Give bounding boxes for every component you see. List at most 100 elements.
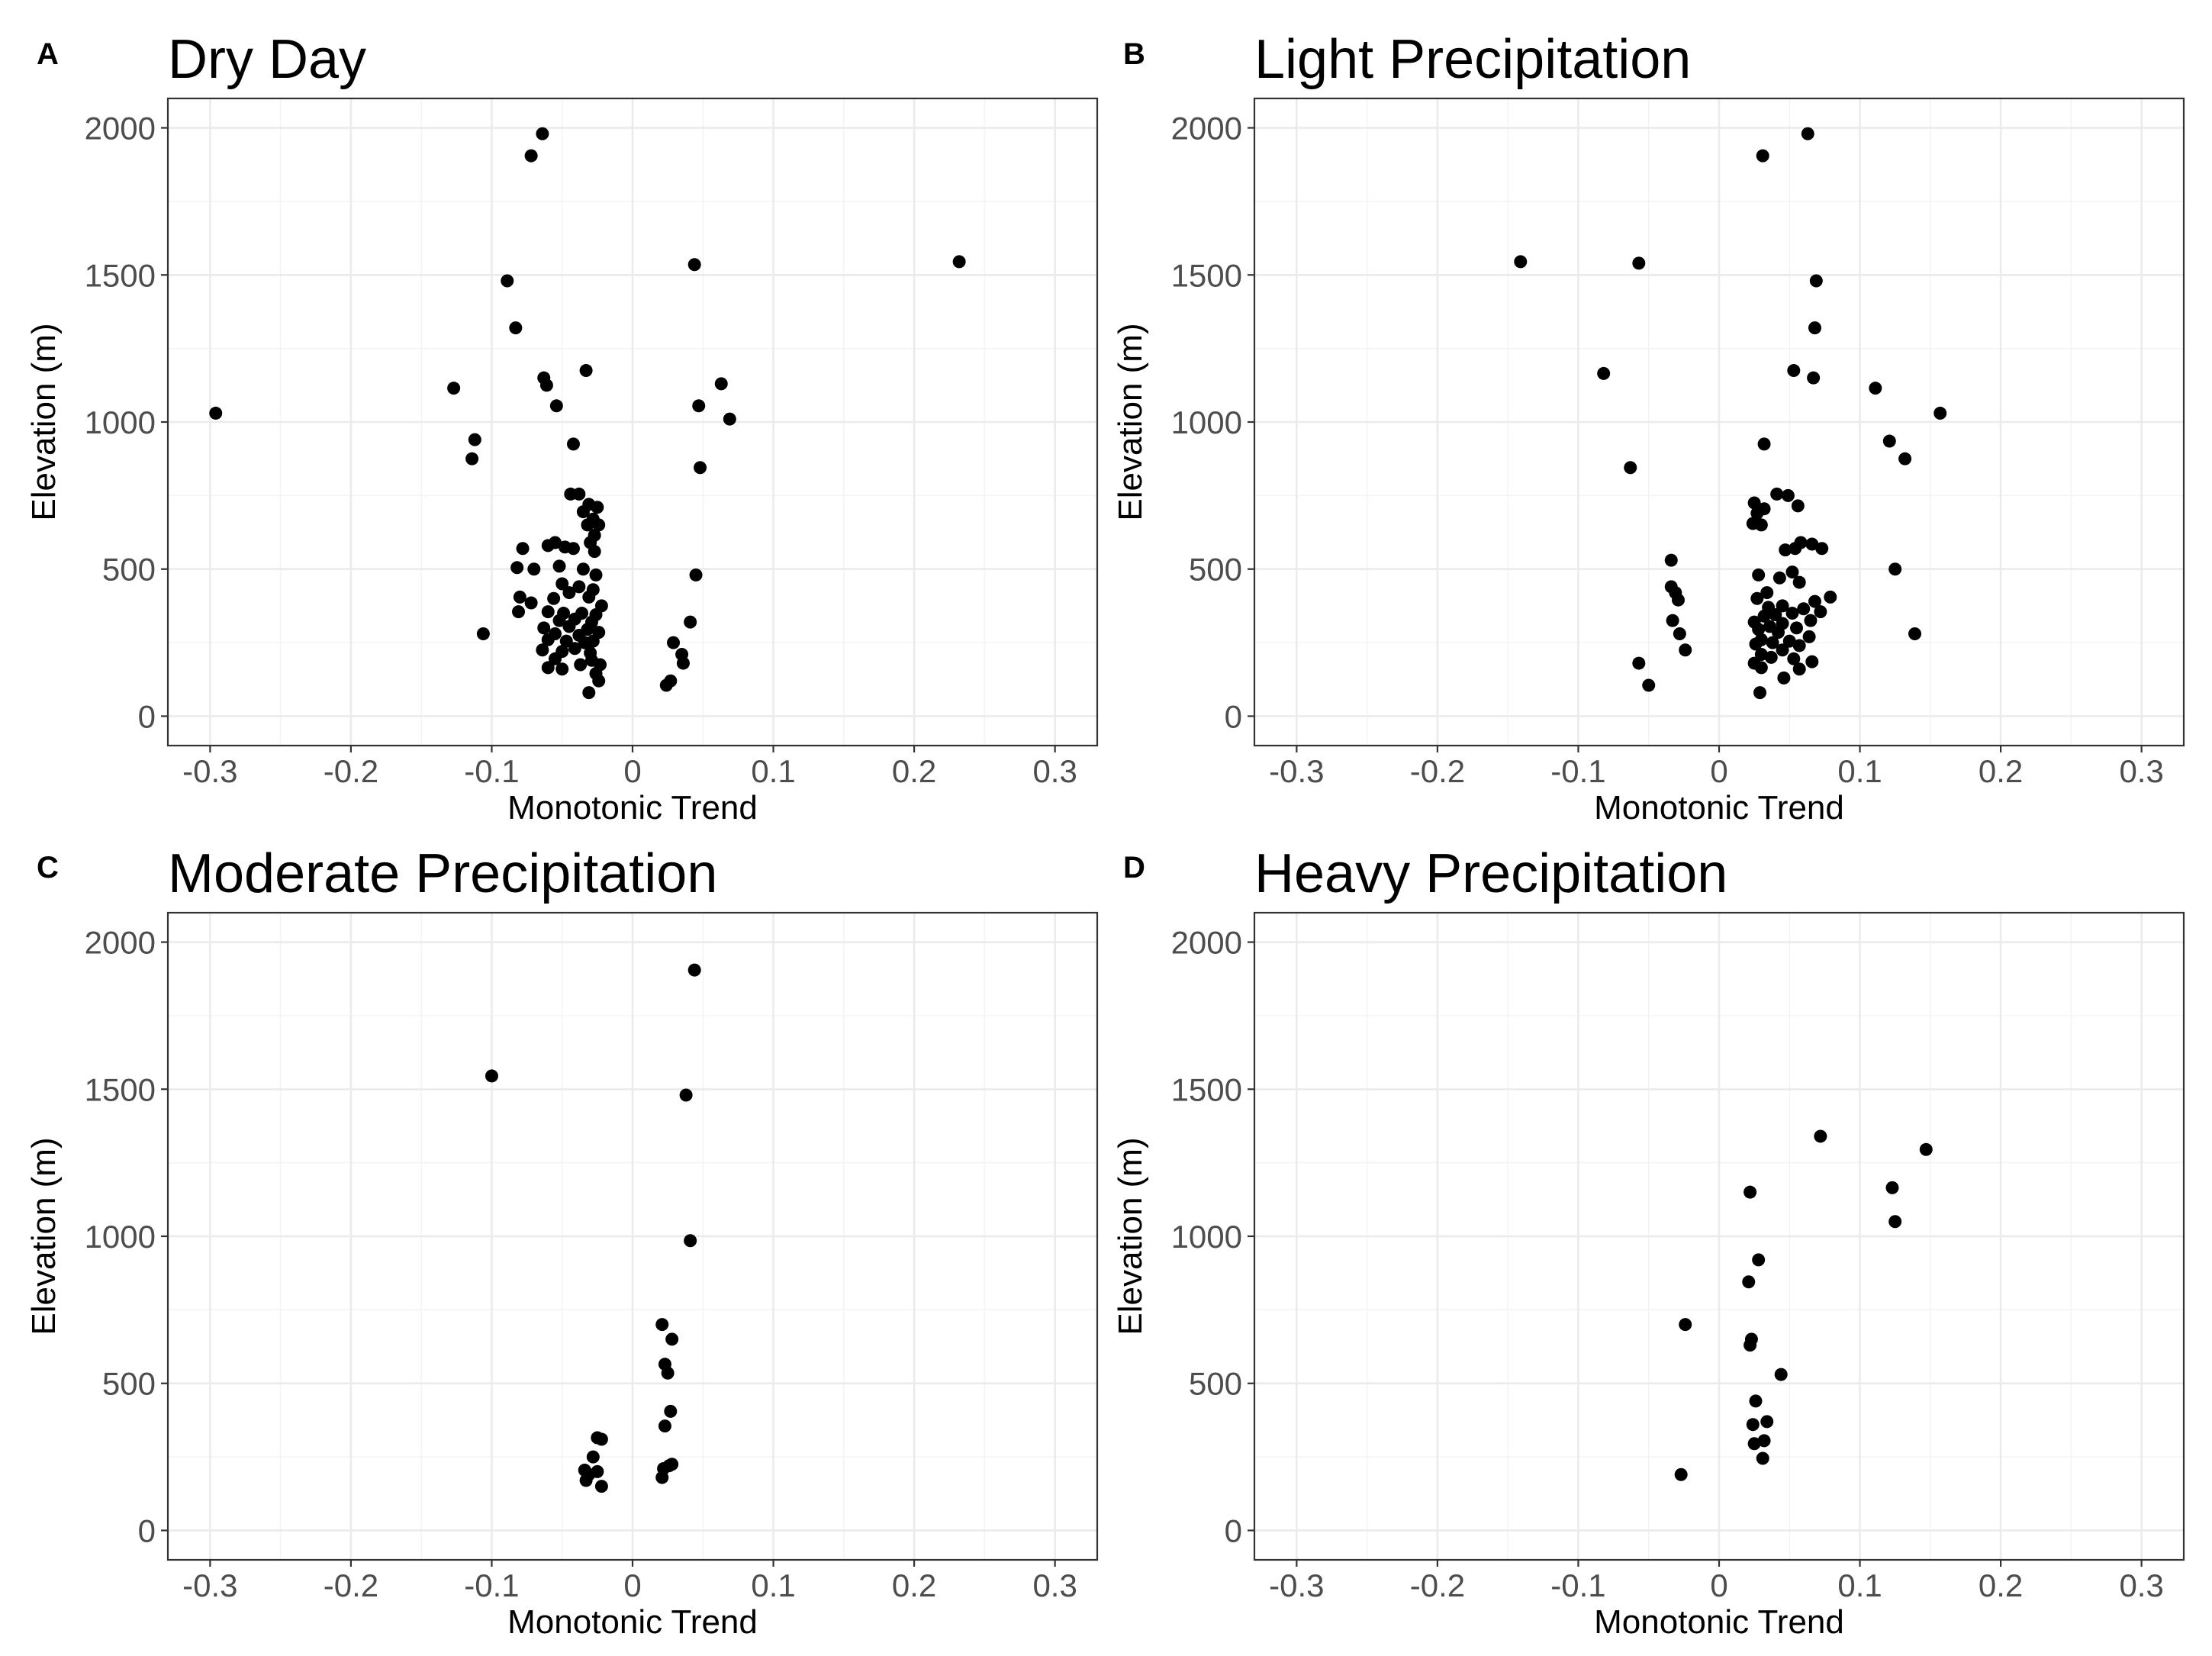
- y-tick-label: 0: [1225, 698, 1242, 734]
- data-point: [655, 1471, 669, 1484]
- data-point: [562, 586, 576, 600]
- data-point: [1789, 542, 1802, 556]
- points-b: [1514, 127, 1947, 700]
- data-point: [485, 1069, 498, 1083]
- data-point: [516, 542, 530, 556]
- panel-title: Moderate Precipitation: [168, 843, 717, 904]
- x-tick-label: -0.2: [324, 753, 378, 789]
- panel-title: Light Precipitation: [1254, 29, 1691, 90]
- data-point: [552, 614, 566, 627]
- data-point: [591, 1464, 604, 1478]
- data-point: [684, 1234, 697, 1248]
- data-point: [687, 963, 701, 977]
- data-point: [512, 605, 526, 619]
- panel-b: B Light Precipitation -0.3 -0.2 -0.1 0 0.1 0.2 0…: [1112, 29, 2185, 826]
- data-point: [694, 461, 707, 475]
- data-point: [1882, 434, 1896, 448]
- data-point: [1754, 648, 1768, 662]
- data-point: [1885, 1181, 1899, 1194]
- data-point: [1744, 1339, 1757, 1352]
- data-point: [579, 364, 593, 378]
- data-point: [1742, 1275, 1756, 1289]
- y-tick-label: 0: [138, 698, 156, 734]
- data-point: [664, 1404, 678, 1418]
- data-point: [1808, 594, 1821, 608]
- x-tick-label: 0.1: [1837, 753, 1882, 789]
- panel-title: Dry Day: [168, 29, 366, 90]
- data-point: [1805, 655, 1819, 669]
- data-point: [714, 377, 728, 391]
- data-point: [1804, 614, 1818, 627]
- data-point: [1632, 256, 1646, 270]
- data-point: [589, 568, 603, 582]
- data-point: [1757, 437, 1771, 451]
- data-point: [659, 678, 673, 692]
- data-point: [1760, 1415, 1774, 1429]
- panel-title: Heavy Precipitation: [1254, 843, 1727, 904]
- x-tick-label: -0.1: [1550, 1567, 1605, 1603]
- data-point: [1764, 650, 1778, 664]
- data-point: [209, 406, 223, 420]
- data-point: [1808, 321, 1821, 335]
- data-point: [1779, 543, 1792, 557]
- x-tick-label: -0.3: [182, 1567, 237, 1603]
- data-point: [1781, 488, 1795, 502]
- y-axis-label: Elevation (m): [25, 1137, 63, 1335]
- x-tick-label: 0.2: [1979, 753, 2023, 789]
- data-point: [689, 568, 703, 582]
- x-tick-label: -0.2: [324, 1567, 378, 1603]
- data-point: [692, 399, 706, 413]
- y-tick-label: 1500: [1171, 1071, 1242, 1107]
- x-tick-label: 0.2: [892, 1567, 936, 1603]
- data-point: [1750, 506, 1764, 520]
- data-point: [1792, 662, 1806, 676]
- data-point: [1746, 1418, 1760, 1432]
- data-point: [1776, 643, 1789, 657]
- data-point: [572, 580, 586, 594]
- data-point: [579, 1474, 593, 1487]
- data-point: [1824, 590, 1837, 604]
- data-point: [1792, 575, 1806, 589]
- y-tick-label: 500: [102, 552, 156, 588]
- data-point: [594, 1480, 608, 1493]
- data-point: [1664, 553, 1678, 567]
- y-tick-label: 2000: [85, 111, 156, 147]
- x-tick-label: -0.3: [1269, 753, 1324, 789]
- data-point: [588, 545, 601, 559]
- data-point: [549, 652, 562, 665]
- data-point: [1749, 637, 1763, 651]
- data-point: [1757, 609, 1771, 623]
- data-point: [568, 642, 581, 656]
- data-point: [1642, 678, 1656, 692]
- y-tick-label: 1500: [85, 257, 156, 293]
- y-tick-label: 1500: [85, 1071, 156, 1107]
- data-point: [591, 501, 604, 514]
- x-tick-label: 0.1: [751, 1567, 795, 1603]
- x-axis-label: Monotonic Trend: [507, 1603, 758, 1641]
- x-axis-label: Monotonic Trend: [1594, 1603, 1844, 1641]
- y-tick-label: 1500: [1171, 257, 1242, 293]
- data-point: [679, 1088, 693, 1102]
- data-point: [1787, 364, 1801, 378]
- y-tick-label: 2000: [1171, 111, 1242, 147]
- data-point: [547, 591, 561, 605]
- x-tick-label: 0: [623, 753, 641, 789]
- data-point: [1673, 627, 1686, 641]
- x-tick-label: 0.2: [892, 753, 936, 789]
- x-tick-label: 0.3: [1032, 753, 1077, 789]
- data-point: [1756, 1451, 1769, 1465]
- panel-letter: A: [37, 37, 59, 71]
- y-tick-label: 1000: [85, 1219, 156, 1255]
- data-point: [1777, 671, 1791, 685]
- panel-letter: C: [37, 851, 59, 884]
- data-point: [586, 634, 600, 648]
- x-tick-label: 0: [1710, 1567, 1727, 1603]
- data-point: [586, 1450, 600, 1464]
- y-tick-label: 2000: [1171, 925, 1242, 961]
- y-tick-label: 1000: [1171, 404, 1242, 440]
- data-point: [562, 620, 576, 633]
- data-point: [1753, 686, 1767, 700]
- x-tick-label: -0.3: [1269, 1567, 1324, 1603]
- data-point: [513, 590, 526, 604]
- data-point: [665, 1332, 679, 1346]
